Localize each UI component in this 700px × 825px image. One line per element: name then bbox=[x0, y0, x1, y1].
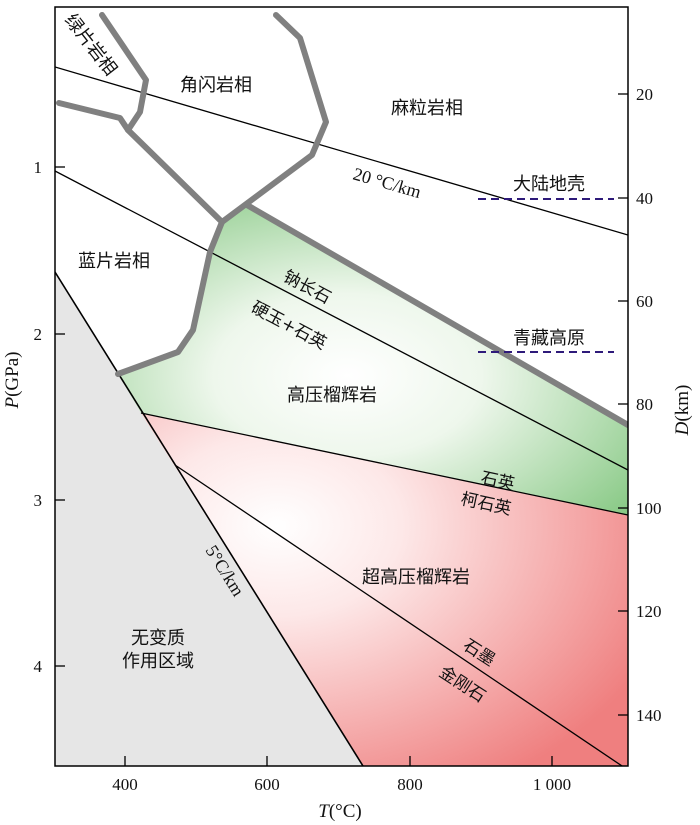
x-axis-title: T(°C) bbox=[318, 801, 362, 822]
amphibolite-facies-label: 角闪岩相 bbox=[180, 75, 252, 96]
y-right-tick-label: 40 bbox=[636, 189, 653, 208]
graphite-diamond-line bbox=[174, 464, 624, 766]
x-tick-label: 1 000 bbox=[533, 775, 571, 794]
continental-crust-label: 大陆地壳 bbox=[513, 174, 585, 195]
y-right-axis-title: D(km) bbox=[672, 385, 693, 437]
greenschist-blueschist-boundary bbox=[56, 100, 131, 133]
y-right-tick-label: 120 bbox=[636, 602, 662, 621]
amphibolite-granulite-boundary bbox=[219, 12, 329, 225]
y-left-tick-label: 4 bbox=[34, 657, 43, 676]
no-metamorphism-label: 无变质 bbox=[131, 628, 185, 649]
y-right-tick-label: 20 bbox=[636, 85, 653, 104]
uhp-eclogite-region bbox=[141, 413, 628, 766]
y-right-axis-unit: (km) bbox=[672, 385, 693, 422]
quartz-coesite-line bbox=[140, 412, 628, 516]
y-left-ticks bbox=[55, 166, 65, 667]
y-left-axis-title: P(GPa) bbox=[2, 352, 23, 410]
y-right-tick-label: 80 bbox=[636, 395, 653, 414]
hp-eclogite-region bbox=[118, 205, 628, 515]
eclogite-upper-boundary bbox=[244, 202, 628, 428]
x-tick-label: 600 bbox=[254, 775, 280, 794]
greenschist-facies-label: 绿片岩相 bbox=[60, 10, 121, 80]
hp-eclogite-label: 高压榴辉岩 bbox=[287, 385, 377, 406]
greenschist-amphibolite-boundary bbox=[99, 12, 149, 133]
granulite-facies-label: 麻粒岩相 bbox=[391, 98, 463, 119]
x-ticks bbox=[124, 756, 553, 766]
plot-frame bbox=[54, 6, 629, 767]
y-left-axis-unit: (GPa) bbox=[2, 352, 23, 397]
y-right-ticks bbox=[618, 93, 628, 716]
amphibolite-blueschist-boundary bbox=[125, 127, 225, 225]
y-left-axis-symbol: P bbox=[2, 397, 23, 410]
y-right-tick-label: 140 bbox=[636, 706, 662, 725]
y-left-tick-label: 2 bbox=[34, 325, 43, 344]
geotherm-20-label: 20 °C/km bbox=[351, 164, 424, 202]
uhp-eclogite-label: 超高压榴辉岩 bbox=[362, 567, 470, 588]
y-left-tick-label: 1 bbox=[34, 158, 43, 177]
no-metamorphism-label: 作用区域 bbox=[122, 651, 194, 672]
blueschist-facies-label: 蓝片岩相 bbox=[78, 251, 150, 272]
x-axis-symbol: T bbox=[318, 801, 330, 822]
x-tick-label: 400 bbox=[112, 775, 138, 794]
x-axis-unit: (°C) bbox=[329, 801, 362, 822]
y-right-tick-label: 60 bbox=[636, 292, 653, 311]
blueschist-eclogite-boundary bbox=[115, 219, 225, 377]
y-left-tick-label: 3 bbox=[34, 491, 43, 510]
albite-jadeite-quartz-line bbox=[55, 170, 628, 471]
x-tick-label: 800 bbox=[397, 775, 423, 794]
y-right-axis-symbol: D bbox=[672, 421, 693, 436]
tibet-plateau-label: 青藏高原 bbox=[513, 328, 585, 349]
y-right-tick-label: 100 bbox=[636, 499, 662, 518]
geotherm-5-line bbox=[55, 271, 364, 766]
geotherm-20-line bbox=[55, 66, 628, 236]
